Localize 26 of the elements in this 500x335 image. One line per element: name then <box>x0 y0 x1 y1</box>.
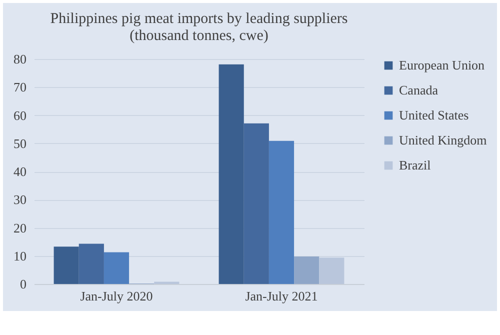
bar <box>319 258 344 284</box>
x-tick-label: Jan-July 2020 <box>80 288 153 304</box>
legend-label: European Union <box>399 58 486 72</box>
legend-label: Canada <box>399 82 438 98</box>
legend-label: United Kingdom <box>399 132 487 148</box>
y-tick-label: 70 <box>14 80 26 95</box>
y-tick-label: 80 <box>14 52 26 66</box>
bar <box>294 256 320 284</box>
bar <box>218 64 244 284</box>
y-tick-label: 60 <box>14 108 26 123</box>
y-tick-label: 0 <box>20 276 26 292</box>
y-tick-label: 40 <box>14 164 26 179</box>
bar <box>54 246 79 284</box>
y-tick-label: 10 <box>14 248 26 264</box>
legend-label: Brazil <box>399 158 432 172</box>
chart-subtitle: (thousand tonnes, cwe) <box>130 28 268 44</box>
y-tick-label: 30 <box>14 192 26 208</box>
bar <box>78 244 104 284</box>
chart-title: Philippines pig meat imports by leading suppliers <box>50 11 348 27</box>
bar <box>104 252 130 284</box>
y-tick-label: 20 <box>14 220 26 236</box>
bar <box>268 140 294 284</box>
bar <box>244 123 269 284</box>
x-tick-label: Jan-July 2021 <box>245 288 318 304</box>
y-tick-label: 50 <box>14 136 26 151</box>
legend-label: United States <box>399 108 469 122</box>
